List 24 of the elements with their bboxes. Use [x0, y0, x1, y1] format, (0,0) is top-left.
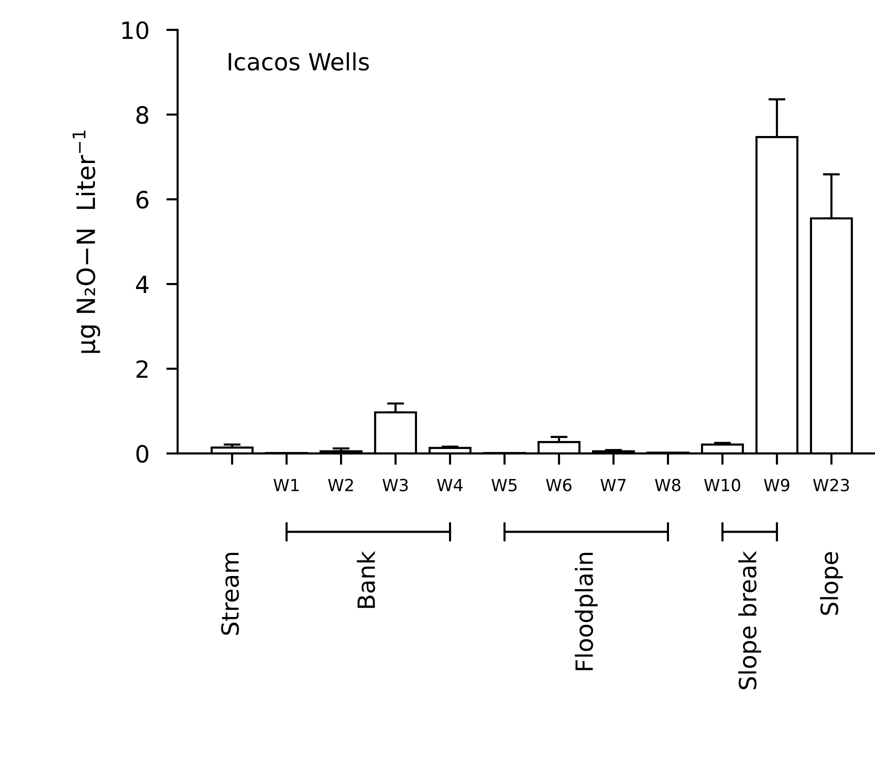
y-tick-label: 4	[136, 276, 149, 294]
text: Slope break	[738, 550, 762, 690]
x-tick-label: W23	[813, 478, 849, 492]
y-tick-label: 2	[136, 360, 148, 378]
x-tick-label: W1	[274, 478, 299, 492]
x-tick-label: W9	[764, 478, 790, 492]
text: Floodplain	[574, 552, 598, 670]
x-tick-label: W3	[382, 478, 408, 492]
y-tick-label: 6	[136, 190, 148, 209]
x-tick-label: W10	[704, 478, 740, 492]
x-tick-label: W5	[492, 478, 517, 492]
x-tick-label: W8	[654, 478, 680, 492]
text: Icacos Wells	[228, 52, 369, 71]
y-tick-label: 0	[136, 444, 148, 463]
x-tick-label: W7	[600, 478, 626, 492]
x-tick-label: W6	[546, 478, 572, 492]
text: Bank	[356, 550, 376, 608]
text: Slope	[820, 552, 843, 615]
x-tick-label: W4	[437, 478, 463, 492]
y-tick-label: 10	[122, 21, 148, 40]
y-axis-title: μg N₂O−N Liter$^{−1}$	[72, 130, 100, 353]
y-tick-label: 8	[136, 106, 148, 124]
x-tick-label: W2	[328, 478, 353, 492]
text: Stream	[221, 552, 239, 635]
